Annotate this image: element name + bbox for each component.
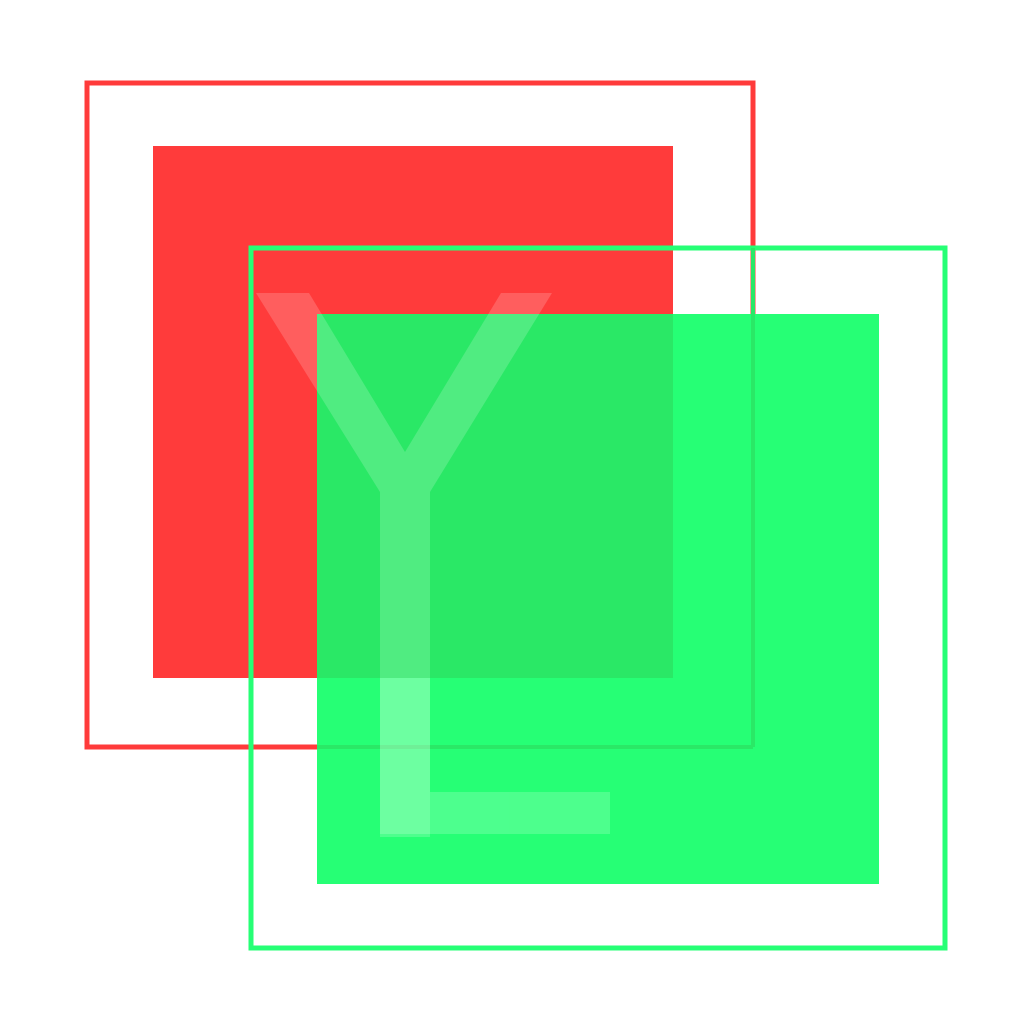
letter-y-label: Y <box>403 552 411 563</box>
overlap-region <box>317 314 673 678</box>
letter-y-glyph <box>256 293 552 837</box>
letter-l-label: L <box>494 812 500 823</box>
letter-l-glyph <box>380 678 610 834</box>
green-outline-square <box>248 245 948 951</box>
